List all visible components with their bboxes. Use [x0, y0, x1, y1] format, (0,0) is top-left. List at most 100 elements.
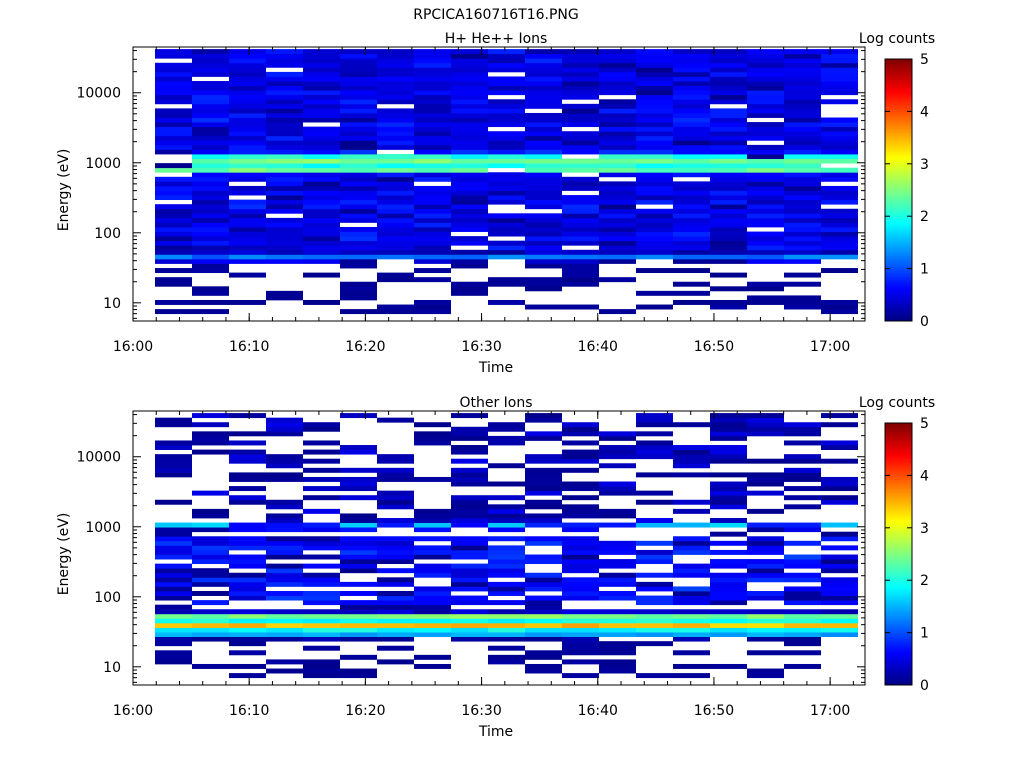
heatmap-cell — [377, 231, 414, 237]
heatmap-cell — [192, 195, 229, 201]
heatmap-cell — [710, 458, 747, 464]
heatmap-cell — [636, 181, 673, 187]
heatmap-cell — [747, 126, 784, 132]
heatmap-cell — [710, 454, 747, 460]
heatmap-cell — [488, 108, 525, 114]
heatmap-cell — [340, 627, 377, 633]
heatmap-cell — [673, 622, 710, 628]
heatmap-cell — [636, 499, 673, 505]
colorbar-segment — [885, 111, 912, 115]
heatmap-cell — [636, 627, 673, 633]
heatmap-cell — [229, 431, 266, 437]
heatmap-cell — [192, 254, 229, 260]
heatmap-cell — [821, 67, 858, 73]
heatmap-cell — [192, 309, 229, 315]
heatmap-cell — [266, 458, 303, 464]
heatmap-cell — [747, 286, 784, 292]
colorbar-segment — [885, 438, 912, 441]
heatmap-cell — [562, 76, 599, 82]
heatmap-cell — [340, 449, 377, 455]
heatmap-cell — [784, 486, 821, 492]
heatmap-cell — [710, 499, 747, 505]
heatmap-cell — [562, 568, 599, 574]
heatmap-cell — [155, 85, 192, 91]
heatmap-cell — [451, 249, 488, 255]
heatmap-cell — [525, 67, 562, 73]
heatmap-cell — [821, 531, 858, 537]
heatmap-cell — [451, 426, 488, 432]
heatmap-cell — [340, 554, 377, 560]
heatmap-cell — [303, 554, 340, 560]
heatmap-cell — [340, 131, 377, 137]
heatmap-cell — [525, 577, 562, 583]
heatmap-cell — [488, 90, 525, 96]
heatmap-cell — [821, 195, 858, 201]
heatmap-cell — [488, 53, 525, 59]
heatmap-cell — [599, 645, 636, 651]
heatmap-cell — [562, 249, 599, 255]
heatmap-cell — [155, 659, 192, 665]
heatmap-cell — [192, 167, 229, 173]
heatmap-cell — [710, 591, 747, 596]
heatmap-cell — [784, 476, 821, 482]
heatmap-cell — [192, 135, 229, 141]
heatmap-cell — [414, 227, 451, 232]
heatmap-cell — [192, 413, 229, 419]
heatmap-cell — [303, 236, 340, 242]
heatmap-cell — [155, 654, 192, 660]
colorbar-segment — [885, 161, 912, 165]
heatmap-cell — [673, 172, 710, 178]
colorbar-segment — [885, 163, 912, 167]
heatmap-cell — [562, 112, 599, 118]
heatmap-cell — [525, 90, 562, 96]
colorbar-segment — [885, 83, 912, 86]
colorbar-segment — [885, 281, 912, 285]
colorbar-segment — [885, 98, 912, 101]
colorbar-segment — [885, 168, 912, 171]
colorbar-segment — [885, 301, 912, 305]
heatmap-cell — [599, 181, 636, 187]
heatmap-cell — [747, 249, 784, 255]
heatmap-cell — [525, 195, 562, 201]
heatmap-cell — [673, 112, 710, 118]
heatmap-cell — [599, 258, 636, 264]
heatmap-cell — [821, 149, 858, 155]
heatmap-cell — [192, 536, 229, 542]
colorbar-segment — [885, 128, 912, 132]
heatmap-cell — [488, 563, 525, 569]
heatmap-cell — [488, 581, 525, 587]
heatmap-cell — [340, 208, 377, 214]
heatmap-cell — [488, 149, 525, 155]
heatmap-cell — [414, 277, 451, 283]
heatmap-cell — [562, 458, 599, 464]
heatmap-cell — [340, 295, 377, 301]
colorbar-segment — [885, 505, 912, 509]
heatmap-cell — [229, 673, 266, 679]
heatmap-cell — [340, 58, 377, 64]
heatmap-cell — [488, 654, 525, 660]
heatmap-cell — [451, 140, 488, 146]
heatmap-cell — [599, 204, 636, 210]
heatmap-cell — [340, 613, 377, 619]
heatmap-cell — [821, 422, 858, 428]
heatmap-cell — [747, 426, 784, 432]
colorbar-segment — [885, 527, 912, 531]
heatmap-cell — [710, 431, 747, 437]
heatmap-cell — [192, 94, 229, 100]
heatmap-cell — [673, 240, 710, 246]
heatmap-cell — [266, 236, 303, 242]
heatmap-cell — [377, 309, 414, 315]
heatmap-cell — [303, 81, 340, 86]
heatmap-cell — [747, 627, 784, 633]
colorbar-segment — [885, 610, 912, 614]
heatmap-cell — [747, 431, 784, 437]
heatmap-cell — [784, 135, 821, 141]
heatmap-cell — [747, 158, 784, 164]
heatmap-cell — [562, 659, 599, 665]
heatmap-cell — [821, 249, 858, 255]
heatmap-cell — [488, 131, 525, 137]
heatmap-cell — [229, 440, 266, 446]
x-axis-label: Time — [478, 724, 513, 740]
heatmap-cell — [636, 81, 673, 86]
heatmap-cell — [266, 417, 303, 423]
